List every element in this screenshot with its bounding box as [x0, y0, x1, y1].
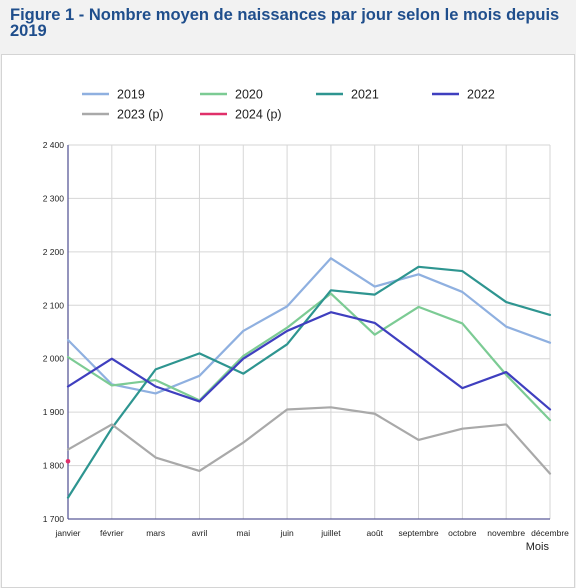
y-tick-label: 1 700	[43, 514, 65, 524]
legend: 2019 2020 2021 2022 2023 (p) 2024 (p)	[82, 88, 495, 122]
series-line-2023-p	[66, 406, 552, 475]
y-tick-label: 2 200	[43, 247, 65, 257]
x-tick-label: novembre	[487, 528, 525, 538]
legend-label-2020: 2020	[235, 88, 263, 102]
legend-label-2024-p: 2024 (p)	[235, 108, 282, 122]
series-point-2024-p	[65, 458, 71, 464]
series-lines	[65, 257, 552, 499]
chart-panel	[1, 54, 575, 588]
series-line-2020	[66, 292, 552, 422]
grid	[67, 144, 551, 520]
y-tick-label: 2 100	[43, 300, 65, 310]
y-tick-label: 2 400	[43, 140, 65, 150]
y-tick-label: 1 800	[43, 461, 65, 471]
series-line-2019	[66, 257, 552, 395]
x-tick-label: juin	[279, 528, 294, 538]
series-line-2021	[66, 265, 552, 499]
y-tick-label: 1 900	[43, 407, 65, 417]
x-tick-label: mai	[236, 528, 250, 538]
x-tick-label: mars	[146, 528, 165, 538]
x-tick-label: juillet	[320, 528, 341, 538]
legend-label-2022: 2022	[467, 88, 495, 102]
legend-label-2023-p: 2023 (p)	[117, 108, 164, 122]
y-tick-label: 2 300	[43, 193, 65, 203]
y-tick-label: 2 000	[43, 354, 65, 364]
legend-label-2021: 2021	[351, 88, 379, 102]
x-tick-label: août	[366, 528, 383, 538]
x-tick-label: avril	[192, 528, 208, 538]
series-line-2022	[66, 311, 552, 411]
x-tick-label: octobre	[448, 528, 477, 538]
axis-ticks: 1 700 1 800 1 900 2 000 2 100 2 200 2 300 2 400…	[43, 140, 569, 553]
figure-title: Figure 1 - Nombre moyen de naissances pa…	[10, 6, 560, 40]
legend-label-2019: 2019	[117, 88, 145, 102]
x-tick-label: janvier	[54, 528, 80, 538]
x-tick-label: septembre	[398, 528, 438, 538]
x-tick-label: février	[100, 528, 124, 538]
x-tick-label: décembre	[531, 528, 569, 538]
x-axis-title: Mois	[526, 541, 550, 553]
